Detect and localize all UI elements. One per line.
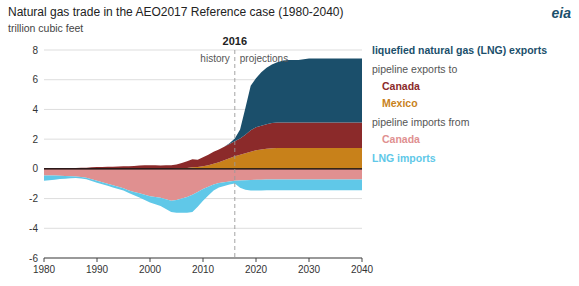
annotation: projections (240, 53, 288, 64)
zero-line (44, 168, 362, 169)
x-tick (256, 258, 257, 262)
legend-line: Canada (382, 133, 420, 145)
x-tick (44, 258, 45, 262)
grid (44, 50, 362, 258)
legend-line: Canada (382, 80, 420, 92)
legend-entry: Canada (382, 133, 420, 145)
area (44, 176, 362, 213)
x-tick (309, 258, 310, 262)
legend-line: Mexico (382, 97, 418, 109)
divider-line (234, 50, 235, 258)
y-tick-label: -6 (29, 253, 38, 264)
grid-line (44, 168, 362, 169)
legend-entry: Canada (382, 80, 420, 92)
legend-line: liquefied natural gas (LNG) exports (372, 44, 547, 56)
x-tick-label: 2020 (245, 264, 268, 275)
divider-label: 2016 (223, 35, 247, 47)
grid-line (44, 50, 362, 51)
annotation: history (200, 53, 229, 64)
chart: Natural gas trade in the AEO2017 Referen… (0, 0, 579, 286)
x-tick-label: 1980 (33, 264, 56, 275)
legend-line: pipeline imports from (372, 116, 470, 128)
legend-entry: Mexico (382, 97, 418, 109)
x-tick-label: 2040 (351, 264, 374, 275)
x-tick (362, 258, 363, 262)
x-tick-label: 1990 (86, 264, 109, 275)
legend-header: pipeline exports to (372, 63, 457, 75)
y-tick-label: -2 (29, 193, 38, 204)
legend-entry: liquefied natural gas (LNG) exports (372, 44, 547, 56)
area (44, 123, 362, 169)
y-axis-label: trillion cubic feet (8, 22, 83, 34)
x-tick-label: 2000 (139, 264, 162, 275)
x-tick (97, 258, 98, 262)
y-tick-label: -4 (29, 223, 38, 234)
x-tick-label: 2010 (192, 264, 215, 275)
logo: eia (552, 5, 572, 21)
y-tick-label: 4 (32, 104, 38, 115)
y-tick-label: 0 (32, 163, 38, 174)
area (44, 59, 362, 168)
y-tick-label: 2 (32, 134, 38, 145)
legend-line: LNG imports (372, 152, 436, 164)
legend-entry: LNG imports (372, 152, 436, 164)
legend: liquefied natural gas (LNG) exports pipel… (372, 44, 547, 164)
x-tick-label: 2030 (298, 264, 321, 275)
y-tick-label: 6 (32, 74, 38, 85)
grid-line (44, 228, 362, 229)
x-tick (203, 258, 204, 262)
y-tick-label: 8 (32, 45, 38, 56)
legend-header: pipeline imports from (372, 116, 470, 128)
x-tick (150, 258, 151, 262)
title: Natural gas trade in the AEO2017 Referen… (8, 5, 344, 19)
legend-line: pipeline exports to (372, 63, 457, 75)
areas (44, 59, 362, 213)
